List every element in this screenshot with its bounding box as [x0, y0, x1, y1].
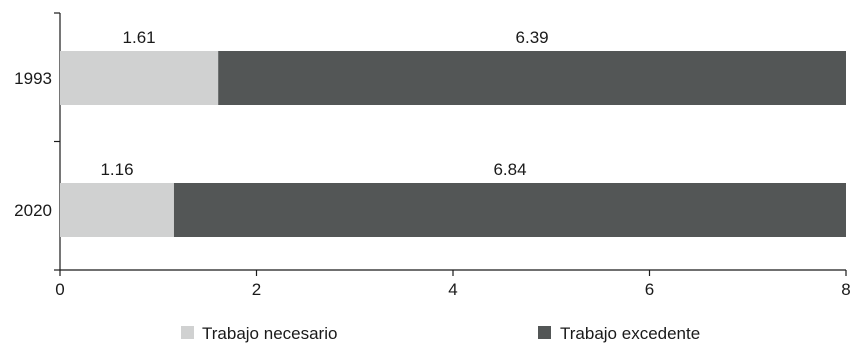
bar-1993-series-0 [60, 51, 219, 105]
bar-group [60, 51, 847, 237]
data-label-2020-series-1: 6.84 [493, 160, 526, 179]
y-axis-ticks: 1993 2020 [14, 12, 60, 271]
data-label-1993-series-1: 6.39 [516, 28, 549, 47]
x-axis-ticks: 0 2 4 6 8 [55, 270, 850, 299]
bar-2020-series-0 [60, 183, 174, 237]
category-label-2020: 2020 [14, 201, 52, 220]
legend: Trabajo necesario Trabajo excedente [181, 324, 700, 343]
x-tick-label: 6 [645, 280, 654, 299]
bar-1993-series-1 [218, 51, 846, 105]
bar-2020-series-1 [173, 183, 847, 237]
data-label-2020-series-0: 1.16 [100, 160, 133, 179]
data-label-1993-series-0: 1.61 [123, 28, 156, 47]
legend-label-series-1: Trabajo excedente [560, 324, 700, 343]
x-tick-label: 2 [252, 280, 261, 299]
x-tick-label: 4 [448, 280, 457, 299]
x-tick-label: 0 [55, 280, 64, 299]
legend-swatch-series-1 [538, 326, 551, 339]
category-label-1993: 1993 [14, 69, 52, 88]
x-tick-label: 8 [841, 280, 850, 299]
legend-label-series-0: Trabajo necesario [202, 324, 337, 343]
data-label-group: 1.61 6.39 1.16 6.84 [100, 28, 548, 179]
legend-swatch-series-0 [181, 326, 194, 339]
